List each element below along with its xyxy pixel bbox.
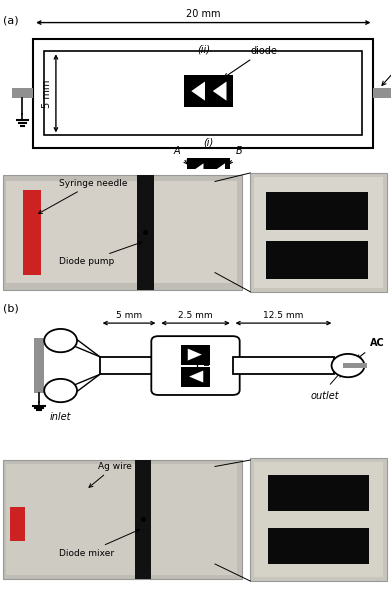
Bar	[3, 175, 242, 289]
Polygon shape	[191, 82, 205, 101]
Bar	[268, 475, 369, 511]
Circle shape	[44, 379, 77, 402]
Polygon shape	[192, 163, 203, 179]
Circle shape	[332, 354, 364, 377]
Text: 5 mm: 5 mm	[116, 311, 142, 320]
Bar	[181, 366, 210, 387]
Polygon shape	[189, 371, 203, 382]
Text: 12.5 mm: 12.5 mm	[263, 311, 304, 320]
Bar	[135, 460, 151, 579]
Bar	[6, 181, 237, 283]
Text: Ag wire: Ag wire	[89, 462, 132, 487]
Text: 2.5 mm: 2.5 mm	[178, 311, 213, 320]
Text: diode: diode	[224, 46, 277, 78]
Bar	[181, 345, 210, 365]
Bar	[3, 460, 242, 579]
Polygon shape	[188, 349, 202, 361]
Text: Diode pump: Diode pump	[59, 242, 142, 266]
Bar	[373, 88, 391, 98]
Bar	[266, 192, 368, 230]
Text: 20 mm: 20 mm	[186, 9, 221, 19]
FancyBboxPatch shape	[151, 336, 240, 395]
Bar	[184, 75, 211, 107]
Text: Syringe needle: Syringe needle	[39, 179, 127, 214]
Bar	[44, 52, 362, 136]
Text: AC: AC	[357, 338, 384, 359]
Bar	[266, 241, 368, 279]
Bar	[12, 88, 33, 98]
Bar	[190, 163, 192, 179]
Bar	[39, 338, 61, 343]
Bar	[137, 175, 154, 289]
Text: (i): (i)	[203, 138, 213, 147]
Circle shape	[44, 329, 77, 352]
Bar	[254, 462, 383, 577]
Bar	[212, 163, 214, 179]
Bar	[187, 158, 208, 184]
Bar	[187, 371, 189, 382]
Bar	[202, 349, 204, 361]
Text: outlet: outlet	[310, 391, 339, 401]
Text: (a): (a)	[3, 16, 19, 25]
Bar	[100, 356, 158, 374]
Bar	[210, 82, 213, 101]
Bar	[250, 173, 387, 292]
Bar	[33, 38, 373, 148]
Bar	[188, 82, 191, 101]
Text: AC: AC	[382, 53, 391, 85]
Bar	[6, 464, 237, 575]
Bar	[39, 388, 61, 393]
Bar	[268, 528, 369, 564]
Text: 1.8 mm: 1.8 mm	[203, 348, 212, 383]
Text: Diode mixer: Diode mixer	[59, 529, 140, 558]
Polygon shape	[214, 163, 225, 179]
Bar	[205, 75, 233, 107]
Text: (ii): (ii)	[197, 44, 210, 54]
Bar	[208, 158, 230, 184]
Bar	[233, 356, 334, 374]
Text: B: B	[228, 146, 243, 164]
Text: 5 mm: 5 mm	[42, 79, 52, 108]
Bar	[23, 190, 41, 275]
Bar	[343, 363, 367, 368]
Text: A: A	[174, 146, 188, 164]
Bar	[34, 338, 44, 393]
Bar	[10, 507, 25, 540]
Bar	[254, 177, 383, 288]
Bar	[250, 458, 387, 581]
Text: inlet: inlet	[50, 412, 71, 422]
Text: (b): (b)	[3, 303, 19, 313]
Polygon shape	[213, 82, 226, 101]
